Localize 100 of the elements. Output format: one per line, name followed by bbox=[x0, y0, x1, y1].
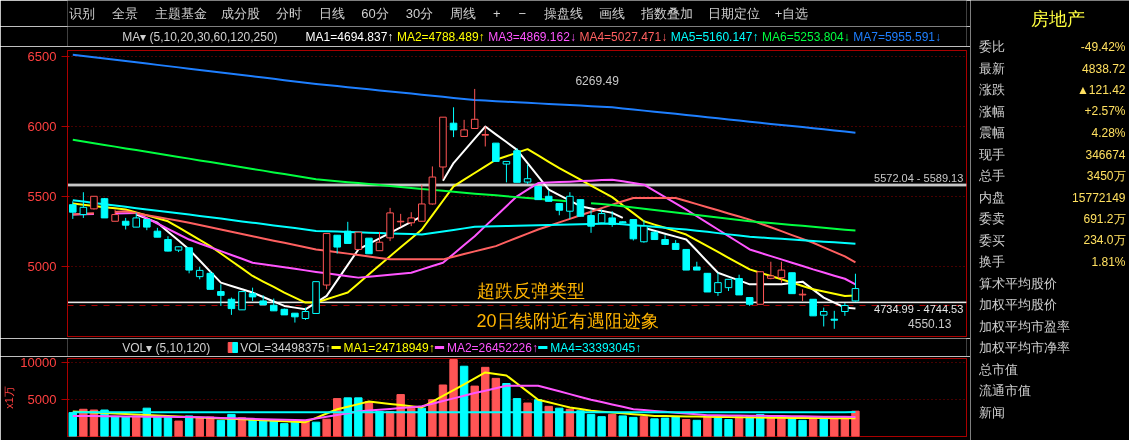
candlestick bbox=[291, 312, 299, 324]
bar bbox=[660, 417, 670, 437]
text: 委比 -49.42% bbox=[978, 39, 1126, 54]
text: 日期定位 bbox=[708, 6, 761, 21]
candlestick bbox=[841, 302, 849, 317]
candlestick bbox=[523, 164, 532, 185]
text: MA1=4694.837↑ bbox=[305, 29, 394, 44]
bar bbox=[618, 415, 627, 437]
bar bbox=[206, 416, 215, 437]
text: MA2=4788.489↑ bbox=[396, 29, 485, 44]
text: 委买 234.0万 bbox=[978, 232, 1126, 248]
candlestick bbox=[206, 270, 215, 290]
text: MA7=5955.591↓ bbox=[853, 29, 941, 44]
candlestick bbox=[481, 126, 490, 147]
legend-title: MA▾ (5,10,20,30,60,120,250) bbox=[122, 29, 278, 44]
text: 算术平均股价 bbox=[978, 275, 1057, 291]
bar bbox=[597, 416, 606, 437]
legend-label: MA2=26452226↑ bbox=[446, 340, 538, 355]
y-tick-label: 6500 bbox=[27, 49, 57, 65]
text: 指数叠加 bbox=[640, 6, 694, 21]
candlestick bbox=[682, 248, 690, 271]
annotation: 20日线附近有遇阻迹象 bbox=[476, 310, 659, 331]
text: 加权平均市盈率 bbox=[978, 318, 1070, 334]
candlestick bbox=[460, 119, 468, 137]
bar bbox=[407, 407, 416, 437]
candlestick bbox=[185, 247, 193, 274]
bar bbox=[682, 419, 691, 437]
text: +自选 bbox=[774, 6, 809, 21]
text: 识别 bbox=[69, 6, 96, 21]
bar bbox=[121, 416, 130, 437]
candlestick bbox=[714, 272, 722, 297]
line-series bbox=[71, 384, 857, 422]
candlestick bbox=[819, 307, 828, 327]
bar bbox=[216, 419, 226, 437]
annotation: 6269.49 bbox=[575, 74, 620, 89]
bar bbox=[830, 418, 839, 437]
bar bbox=[110, 416, 120, 437]
candlestick bbox=[629, 219, 638, 242]
bar bbox=[470, 385, 479, 437]
candlestick bbox=[449, 106, 458, 138]
text: MA6=5253.804↓ bbox=[761, 29, 850, 44]
text: 日线 bbox=[318, 6, 345, 21]
bar bbox=[174, 420, 183, 437]
bar bbox=[544, 405, 553, 437]
text: 房地产 bbox=[1031, 8, 1085, 29]
text: MA4=5027.471↓ bbox=[579, 29, 668, 44]
text: 换手 1.81% bbox=[978, 254, 1126, 269]
bar bbox=[449, 359, 458, 437]
text: − bbox=[518, 6, 527, 21]
candlestick bbox=[333, 234, 341, 254]
text: 委卖 691.2万 bbox=[978, 211, 1126, 226]
text: 新闻 bbox=[978, 404, 1005, 420]
bar bbox=[629, 416, 638, 437]
bar bbox=[798, 419, 807, 437]
bar bbox=[766, 416, 776, 437]
y-tick-label: 5000 bbox=[27, 258, 57, 274]
text: 内盘 15772149 bbox=[978, 189, 1126, 205]
candlestick bbox=[217, 283, 225, 307]
candlestick bbox=[566, 191, 574, 220]
text: 涨跌 ▲121.42 bbox=[978, 82, 1126, 97]
text: MA3=4869.162↓ bbox=[488, 29, 576, 44]
candlestick bbox=[492, 142, 500, 162]
y-tick-label: 5500 bbox=[27, 188, 57, 204]
text: MA5=5160.147↑ bbox=[670, 29, 759, 44]
text: 加权平均市净率 bbox=[978, 340, 1070, 355]
text: 30分 bbox=[405, 6, 434, 21]
text: 画线 bbox=[598, 6, 625, 21]
legend-title: VOL▾ (5,10,120) bbox=[122, 340, 211, 355]
y-tick-label: 6000 bbox=[27, 119, 57, 135]
legend-label: VOL=34498375↑ bbox=[240, 340, 331, 355]
y-tick-label: 5000 bbox=[27, 392, 57, 408]
candlestick bbox=[418, 184, 426, 222]
text: 最新 4838.72 bbox=[978, 60, 1126, 76]
text: + bbox=[493, 6, 501, 21]
candlestick bbox=[502, 160, 511, 183]
text: 震幅 4.28% bbox=[978, 125, 1126, 140]
bar bbox=[713, 417, 723, 437]
bar bbox=[724, 419, 733, 437]
text: 操盘线 bbox=[544, 6, 584, 21]
line-series bbox=[71, 53, 857, 134]
annotation: 超跌反弹类型 bbox=[476, 280, 585, 301]
band-label: 4734.99 - 4744.53 bbox=[874, 303, 964, 316]
text: 加权平均股价 bbox=[978, 297, 1057, 312]
bar bbox=[703, 416, 712, 437]
bar bbox=[650, 418, 659, 437]
candlestick bbox=[470, 88, 479, 129]
bar bbox=[639, 416, 649, 437]
text: 主题基金 bbox=[154, 6, 207, 21]
bar bbox=[607, 413, 617, 437]
bar bbox=[195, 417, 204, 437]
candlestick bbox=[777, 261, 786, 284]
bar bbox=[523, 402, 532, 437]
candlestick bbox=[238, 291, 246, 311]
text: 总手 3450万 bbox=[978, 168, 1126, 183]
candlestick bbox=[703, 272, 712, 293]
bar bbox=[745, 416, 754, 437]
text: 分时 bbox=[276, 6, 303, 21]
text: 周线 bbox=[450, 6, 477, 21]
bar bbox=[153, 416, 162, 437]
bar bbox=[322, 418, 331, 437]
